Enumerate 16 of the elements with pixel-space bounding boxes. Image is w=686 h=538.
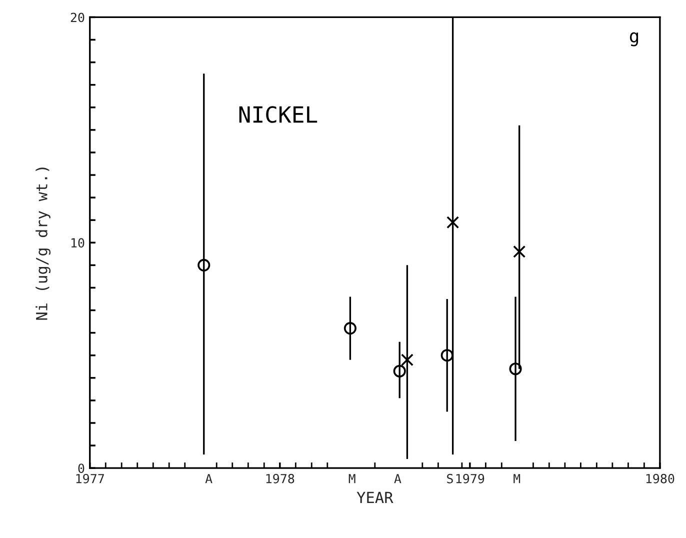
y-tick-label: 10 [71,238,84,248]
x-tick-label: 1978 [266,474,294,484]
x-tick-label: 1980 [646,474,674,484]
x-tick-label: M [348,474,356,484]
x-axis-title: YEAR [356,492,394,504]
x-tick-label: 1977 [76,474,104,484]
y-axis-title: Ni (ug/g dry wt.) [36,168,51,320]
y-tick-label: 20 [70,12,84,22]
annotation: g [630,32,638,46]
x-tick-label: S [447,474,453,484]
annotation: NICKEL [239,106,318,123]
x-tick-label: 1979 [456,474,484,484]
x-tick-label: A [205,474,212,484]
x-tick-label: M [514,474,520,484]
x-tick-label: A [394,474,402,484]
y-tick-label: 0 [78,464,84,474]
